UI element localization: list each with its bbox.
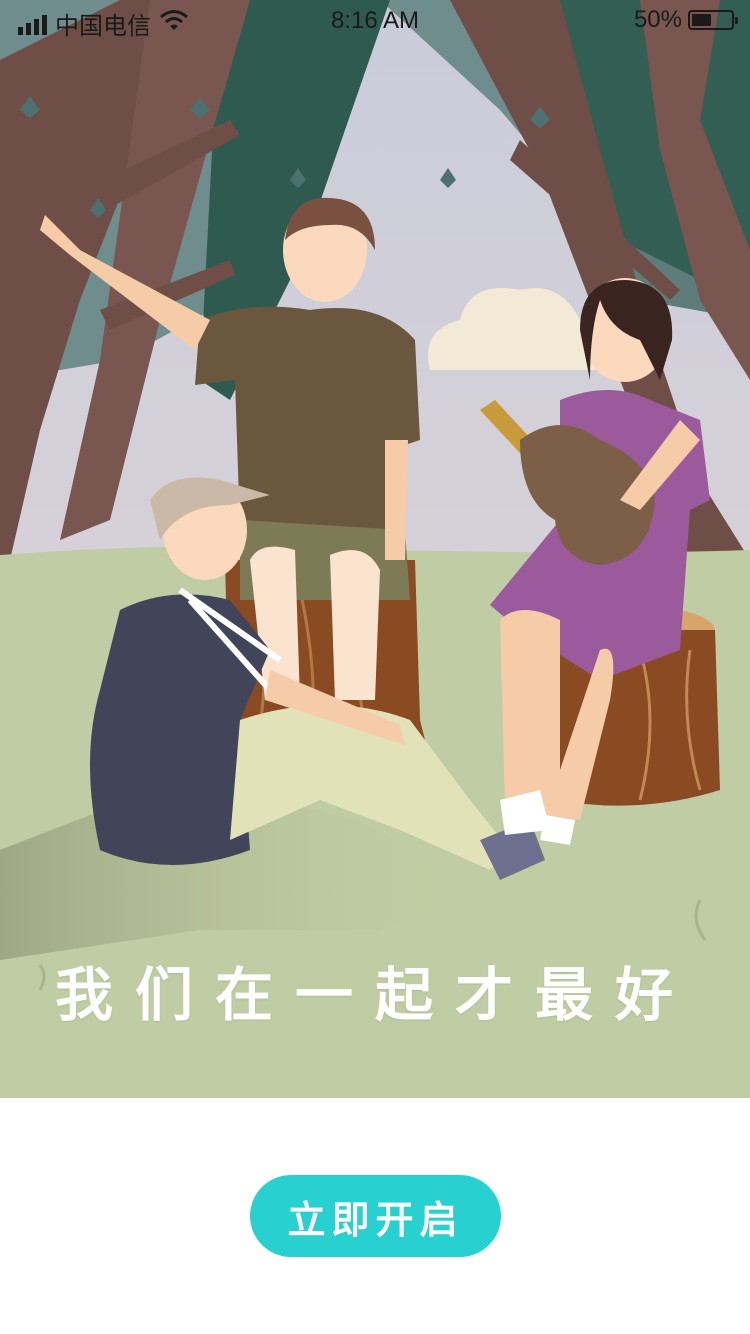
carrier-label: 中国电信 bbox=[55, 13, 151, 40]
status-bar-left: 中国电信 bbox=[18, 6, 189, 41]
status-bar-right: 50% bbox=[633, 6, 738, 34]
status-bar: 中国电信 8:16 AM 50% bbox=[0, 0, 750, 40]
battery-percent: 50% bbox=[633, 6, 682, 33]
battery-icon bbox=[688, 10, 738, 30]
slogan-text: 我们在一起才最好 bbox=[54, 961, 695, 1029]
hero-illustration bbox=[0, 0, 750, 1098]
signal-icon bbox=[18, 13, 47, 35]
status-time: 8:16 AM bbox=[330, 7, 420, 34]
battery-fill bbox=[692, 14, 711, 26]
wifi-icon bbox=[159, 9, 189, 38]
start-now-button[interactable]: 立即开启 bbox=[250, 1175, 501, 1257]
